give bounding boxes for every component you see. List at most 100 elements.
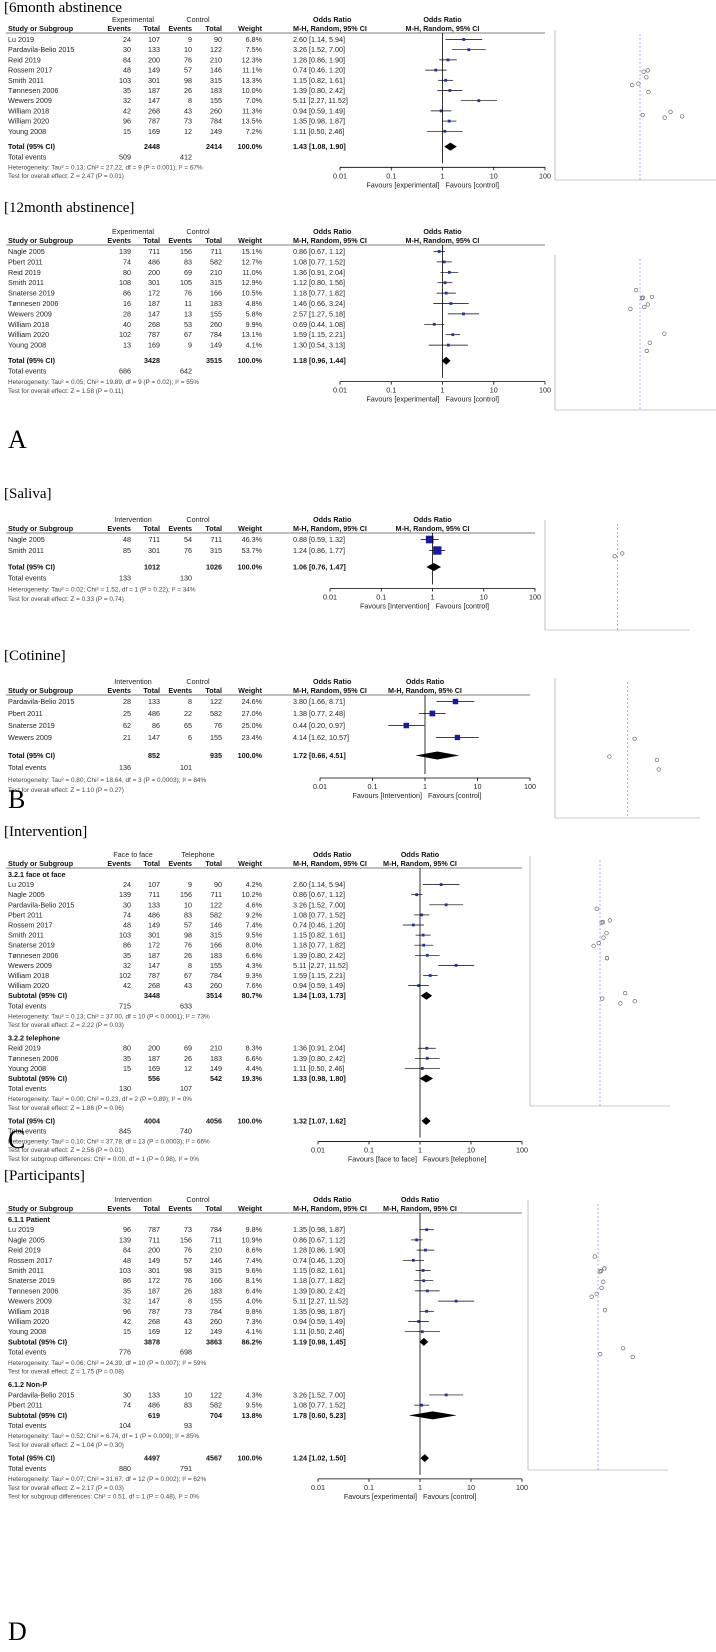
or-header: Odds Ratio [313, 515, 352, 524]
total-label: Total (95% CI) [8, 751, 56, 760]
study-name: Young 2008 [8, 1327, 46, 1336]
events-group1: 103 [119, 76, 131, 85]
weight-value: 12.7% [242, 257, 263, 266]
weight-header: Weight [238, 686, 262, 695]
total-group1: 107 [148, 35, 160, 44]
total-group1: 133 [148, 900, 160, 909]
total-group2: 582 [210, 257, 222, 266]
funnel-point [645, 68, 650, 73]
total-group1: 187 [148, 86, 160, 95]
funnel-plot [554, 30, 716, 181]
total-group1: 187 [148, 1286, 160, 1295]
total-group1: 486 [148, 910, 160, 919]
odds-ratio-ci: 1.18 [0.77, 1.82] [293, 1276, 345, 1285]
total-group2: 315 [210, 546, 222, 555]
statistics-note: Heterogeneity: Tau² = 0.13; Chi² = 27.22… [8, 165, 203, 172]
x-axis-tick-label: 0.01 [333, 386, 347, 395]
total-group2: 155 [210, 1297, 222, 1306]
odds-ratio-ci: 5.11 [2.27, 11.52] [293, 1297, 348, 1306]
total-group1: 301 [148, 278, 160, 287]
total-group2: 166 [210, 1276, 222, 1285]
funnel-point [589, 1294, 594, 1299]
events-group2: 67 [184, 971, 192, 980]
weight-value: 7.5% [246, 45, 263, 54]
statistics-note: Heterogeneity: Tau² = 0.06; Chi² = 24.39… [8, 1360, 206, 1367]
events-group2: 107 [180, 1084, 192, 1093]
funnel-plot [554, 255, 716, 411]
favours-left-label: Favours [Intervention] [352, 791, 422, 800]
funnel-point [644, 75, 649, 80]
statistics-note: Test for overall effect: Z = 1.04 (P = 0… [8, 1442, 124, 1449]
funnel-point [662, 331, 667, 336]
funnel-point [612, 554, 617, 559]
funnel-point [645, 302, 651, 307]
or-header: Odds Ratio [313, 15, 352, 24]
study-name: Snaterse 2019 [8, 721, 55, 730]
total-group1: 486 [148, 257, 160, 266]
events-group1: 32 [123, 961, 131, 970]
statistics-note: Heterogeneity: Tau² = 0.02; Chi² = 1.52,… [8, 587, 196, 594]
total-group1: 852 [148, 751, 160, 760]
events-group2: 9 [188, 341, 192, 350]
total-group1: 486 [148, 709, 160, 718]
total-group1: 4497 [144, 1454, 160, 1463]
funnel-point [618, 1001, 623, 1006]
funnel-point [601, 1279, 606, 1284]
odds-ratio-ci: 1.35 [0.98, 1.87] [293, 117, 345, 126]
study-name: Wewers 2009 [8, 961, 52, 970]
pooled-diamond [420, 991, 433, 1000]
favours-right-label: Favours [control] [428, 791, 482, 800]
events-group1: 686 [119, 367, 131, 376]
events-group1: 96 [123, 1307, 131, 1316]
total-group2: 183 [210, 86, 222, 95]
study-name: Pardavila-Belio 2015 [8, 900, 74, 909]
statistics-note: Heterogeneity: Tau² = 0.05; Chi² = 19.89… [8, 379, 199, 386]
funnel-point [621, 1346, 626, 1351]
events-group2: 26 [184, 86, 192, 95]
weight-value: 15.1% [242, 247, 263, 256]
study-name: William 2018 [8, 320, 49, 329]
total-group2: 3515 [206, 356, 222, 365]
odds-ratio-ci: 5.11 [2.27, 11.52] [293, 961, 348, 970]
weight-value: 27.0% [242, 709, 263, 718]
favours-right-label: Favours [control] [446, 395, 500, 404]
total-group2: 582 [210, 1401, 222, 1410]
funnel-plot [554, 678, 700, 819]
effect-square [446, 343, 450, 347]
or-header: Odds Ratio [313, 227, 352, 236]
total-group2: 210 [210, 268, 222, 277]
total-group1: 147 [148, 1297, 160, 1306]
events-group1: 96 [123, 117, 131, 126]
effect-square [449, 302, 453, 305]
odds-ratio-ci: 1.28 [0.86, 1.90] [293, 1246, 345, 1255]
odds-ratio-ci: 0.86 [0.67, 1.12] [293, 890, 345, 899]
events-group2: 98 [184, 1266, 192, 1275]
total-group2: 210 [210, 1246, 222, 1255]
total-group1: 107 [148, 880, 160, 889]
favours-right-label: Favours [control] [436, 602, 490, 611]
total-group1: 133 [148, 45, 160, 54]
weight-value: 7.4% [246, 1256, 263, 1265]
study-name: Snaterse 2019 [8, 289, 55, 298]
events-group1: 133 [119, 574, 131, 583]
weight-value: 8.1% [246, 1276, 263, 1285]
study-name: Wewers 2009 [8, 96, 52, 105]
statistics-note: Test for overall effect: Z = 1.86 (P = 0… [8, 1105, 124, 1112]
odds-ratio-ci: 1.18 [0.77, 1.82] [293, 289, 345, 298]
total-group2: 1026 [206, 563, 222, 572]
events-group1: 84 [123, 55, 131, 64]
funnel-point [668, 109, 673, 114]
total-group2: 166 [210, 941, 222, 950]
funnel-point [630, 83, 635, 88]
panel-letter: C [8, 1125, 25, 1154]
statistics-note: Test for overall effect: Z = 1.10 (P = 0… [8, 787, 124, 794]
effect-square [433, 546, 442, 555]
study-name: Tønnesen 2006 [8, 951, 58, 960]
events-group1: 86 [123, 1276, 131, 1285]
statistics-note: Test for overall effect: Z = 1.75 (P = 0… [8, 1368, 124, 1375]
total-group1: 268 [148, 320, 160, 329]
odds-ratio-ci: 1.39 [0.80, 2.42] [293, 86, 345, 95]
study-name: Smith 2011 [8, 546, 44, 555]
effect-square [425, 1046, 429, 1050]
